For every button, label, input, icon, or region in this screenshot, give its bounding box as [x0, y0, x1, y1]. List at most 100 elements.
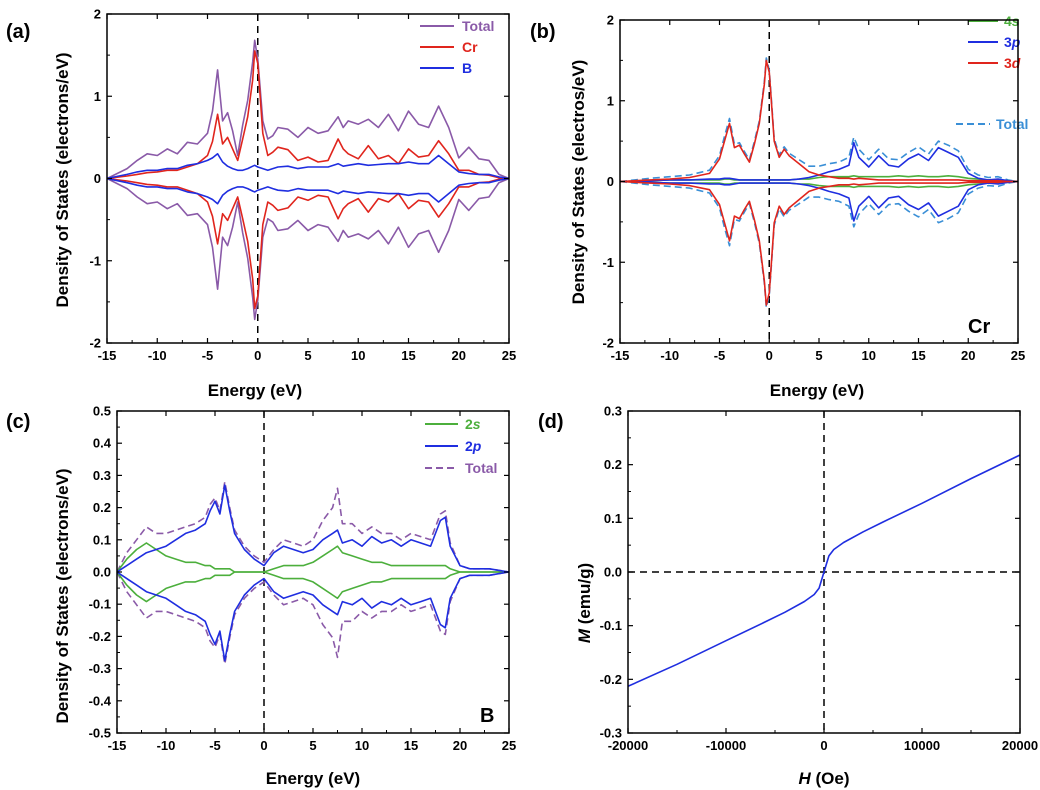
- y-tick-label: -1: [602, 255, 614, 270]
- y-axis-title: M (emu/g): [575, 563, 594, 643]
- series-2p-spin-up: [117, 484, 509, 573]
- y-axis-title: Density of States (electrons/eV): [53, 468, 72, 723]
- series-2s-spin-up: [117, 542, 509, 573]
- legend-num: 3: [1004, 34, 1012, 50]
- legend-label-3d: 3d: [1004, 55, 1021, 71]
- y-axis-title: Density of States (electros/eV): [569, 60, 588, 305]
- y-tick-label: 0.1: [604, 511, 622, 526]
- x-tick-label: 0: [820, 738, 827, 753]
- legend: 4s 3p 3d Total: [956, 13, 1028, 132]
- x-tick-label: 5: [815, 348, 822, 363]
- element-label: B: [480, 705, 494, 727]
- y-tick-label: -0.3: [89, 661, 111, 676]
- panel-label: (a): [6, 21, 30, 43]
- x-tick-label: -5: [202, 348, 214, 363]
- series-b-spin-up: [107, 153, 509, 180]
- legend: Total Cr B: [420, 18, 494, 76]
- legend-num: 4: [1004, 13, 1012, 29]
- series-3p-spin-down: [620, 180, 1018, 222]
- series-total-spin-down: [117, 571, 509, 665]
- legend-orbital: s: [1012, 13, 1020, 29]
- legend-label-4s: 4s: [1004, 13, 1020, 29]
- x-tick-label: 5: [309, 738, 316, 753]
- panel-label: (b): [530, 21, 556, 43]
- x-tick-label: 0: [766, 348, 773, 363]
- y-tick-label: 0.1: [93, 532, 111, 547]
- y-tick-label: 0.2: [604, 457, 622, 472]
- series-3p-spin-up: [620, 141, 1018, 183]
- legend-label-3p: 3p: [1004, 34, 1021, 50]
- y-tick-label: 0.3: [93, 468, 111, 483]
- x-tick-label: 10000: [904, 738, 940, 753]
- x-tick-label: -20000: [608, 738, 648, 753]
- panel-label: (d): [538, 411, 564, 433]
- plot-area: [107, 14, 509, 343]
- element-label: Cr: [968, 316, 990, 338]
- x-tick-label: -5: [209, 738, 221, 753]
- x-tick-label: 20: [452, 348, 466, 363]
- legend-num: 2: [465, 416, 473, 432]
- y-tick-label: 0.5: [93, 404, 111, 419]
- x-tick-label: 20000: [1002, 738, 1038, 753]
- x-tick-label: -15: [98, 348, 117, 363]
- x-tick-label: -5: [714, 348, 726, 363]
- panel-b: (b) Energy (eV) Density of States (elect…: [530, 13, 1028, 401]
- y-tick-label: 0: [607, 174, 614, 189]
- legend-label-cr: Cr: [462, 39, 478, 55]
- plot-area: [620, 20, 1018, 343]
- y-tick-label: -1: [89, 253, 101, 268]
- x-tick-label: -10: [148, 348, 167, 363]
- y-tick-label: -0.1: [89, 597, 111, 612]
- series-total-spin-up: [117, 480, 509, 573]
- plot-area: [117, 411, 509, 733]
- x-tick-label: 15: [911, 348, 925, 363]
- y-tick-label: 1: [94, 89, 101, 104]
- x-tick-label: -10: [157, 738, 176, 753]
- x-tick-label: 10: [355, 738, 369, 753]
- x-tick-label: -15: [108, 738, 127, 753]
- x-tick-label: 10: [862, 348, 876, 363]
- x-axis-title: H (Oe): [798, 769, 849, 788]
- panel-c: (c) Energy (eV) Density of States (elect…: [6, 404, 516, 789]
- y-tick-label: 0.0: [93, 565, 111, 580]
- y-tick-label: -0.2: [89, 629, 111, 644]
- x-tick-label: 20: [961, 348, 975, 363]
- legend-orbital: p: [472, 438, 482, 454]
- legend-orbital: p: [1011, 34, 1021, 50]
- series-m-h: [628, 454, 1020, 688]
- legend: 2s 2p Total: [425, 416, 497, 476]
- x-tick-label: 15: [401, 348, 415, 363]
- y-tick-label: -0.1: [600, 618, 622, 633]
- x-tick-label: 15: [404, 738, 418, 753]
- y-tick-label: 0.2: [93, 500, 111, 515]
- series-cr-spin-up: [107, 50, 509, 180]
- y-axis-var: M: [575, 628, 594, 643]
- x-axis-title: Energy (eV): [770, 381, 864, 400]
- y-tick-label: 1: [607, 93, 614, 108]
- series-total-spin-up: [620, 57, 1018, 183]
- series-total-spin-down: [107, 177, 509, 321]
- x-tick-label: 20: [453, 738, 467, 753]
- legend-num: 2: [465, 438, 473, 454]
- legend-label-total: Total: [465, 460, 497, 476]
- y-tick-label: -0.2: [600, 672, 622, 687]
- x-tick-label: -10000: [706, 738, 746, 753]
- x-tick-label: 25: [502, 738, 516, 753]
- x-tick-label: -10: [660, 348, 679, 363]
- x-tick-label: 0: [260, 738, 267, 753]
- y-tick-label: 0: [94, 171, 101, 186]
- y-tick-label: -0.5: [89, 726, 111, 741]
- legend-orbital: s: [473, 416, 481, 432]
- legend-orbital: d: [1012, 55, 1021, 71]
- legend-label-total: Total: [462, 18, 494, 34]
- y-tick-label: 0.4: [93, 436, 112, 451]
- x-axis-var: H: [798, 769, 811, 788]
- y-tick-label: 2: [607, 13, 614, 28]
- x-tick-label: 25: [502, 348, 516, 363]
- panel-a: (a) Energy (eV) Density of States (elect…: [6, 7, 516, 401]
- x-tick-label: 5: [304, 348, 311, 363]
- y-tick-label: -0.4: [89, 693, 112, 708]
- x-tick-label: 0: [254, 348, 261, 363]
- legend-label-2s: 2s: [465, 416, 481, 432]
